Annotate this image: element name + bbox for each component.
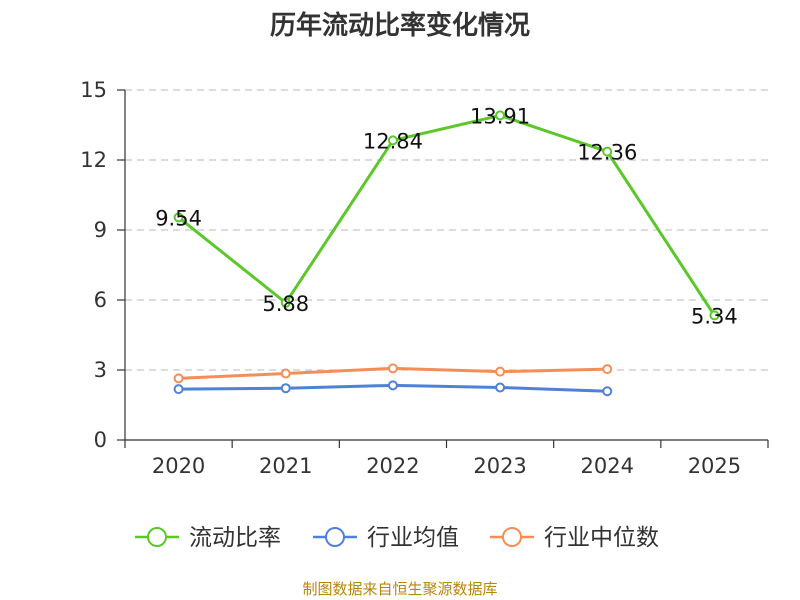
data-point-2-1 — [280, 368, 291, 379]
data-label: 12.84 — [363, 129, 423, 153]
legend[interactable]: 流动比率 行业均值 行业中位数 — [135, 525, 659, 551]
legend-item-1[interactable]: 行业均值 — [313, 525, 459, 551]
y-tick-label: 3 — [94, 358, 107, 382]
x-tick-label: 2025 — [688, 454, 741, 478]
legend-label: 行业中位数 — [544, 525, 659, 551]
data-point-0-3 — [495, 110, 506, 121]
x-tick-label: 2021 — [259, 454, 312, 478]
data-point-1-3 — [495, 382, 506, 393]
legend-label: 行业均值 — [367, 525, 459, 551]
legend-item-2[interactable]: 行业中位数 — [490, 525, 659, 551]
legend-marker-icon — [325, 527, 345, 547]
data-point-1-2 — [387, 380, 398, 391]
data-point-1-1 — [280, 383, 291, 394]
data-point-1-0 — [173, 384, 184, 395]
x-tick-label: 2023 — [473, 454, 526, 478]
x-tick-label: 2024 — [581, 454, 634, 478]
axis-layer: 0 3 6 9 12 15 2020 2021 2022 2023 2024 2025 — [80, 78, 769, 478]
legend-marker-icon — [502, 527, 522, 547]
legend-item-0[interactable]: 流动比率 — [135, 525, 281, 551]
data-point-2-4 — [602, 364, 613, 375]
x-tick-label: 2022 — [366, 454, 419, 478]
data-point-2-3 — [495, 366, 506, 377]
data-point-0-2 — [387, 135, 398, 146]
y-tick-label: 9 — [94, 218, 107, 242]
data-point-1-4 — [602, 386, 613, 397]
y-tick-label: 12 — [80, 148, 107, 172]
data-point-0-0 — [173, 212, 184, 223]
data-point-0-1 — [280, 297, 291, 308]
y-tick-label: 6 — [94, 288, 107, 312]
y-tick-label: 0 — [94, 428, 107, 452]
x-tick-label: 2020 — [152, 454, 205, 478]
data-point-2-2 — [387, 363, 398, 374]
data-label: 12.36 — [577, 141, 637, 165]
data-label-layer: 9.54 5.88 12.84 13.91 12.36 5.34 — [155, 104, 738, 328]
data-point-0-5 — [709, 310, 720, 321]
data-point-0-4 — [602, 146, 613, 157]
source-note: 制图数据来自恒生聚源数据库 — [302, 580, 497, 598]
data-label: 5.34 — [691, 304, 738, 328]
data-label: 13.91 — [470, 104, 530, 128]
data-label: 9.54 — [155, 206, 202, 230]
data-point-2-0 — [173, 373, 184, 384]
chart-title: 历年流动比率变化情况 — [270, 10, 530, 41]
y-tick-label: 15 — [80, 78, 107, 102]
legend-marker-icon — [147, 527, 167, 547]
legend-label: 流动比率 — [189, 525, 281, 551]
series-layer — [173, 110, 720, 397]
series-line-0 — [177, 113, 716, 317]
grid-layer — [125, 89, 768, 371]
data-label: 5.88 — [262, 292, 309, 316]
